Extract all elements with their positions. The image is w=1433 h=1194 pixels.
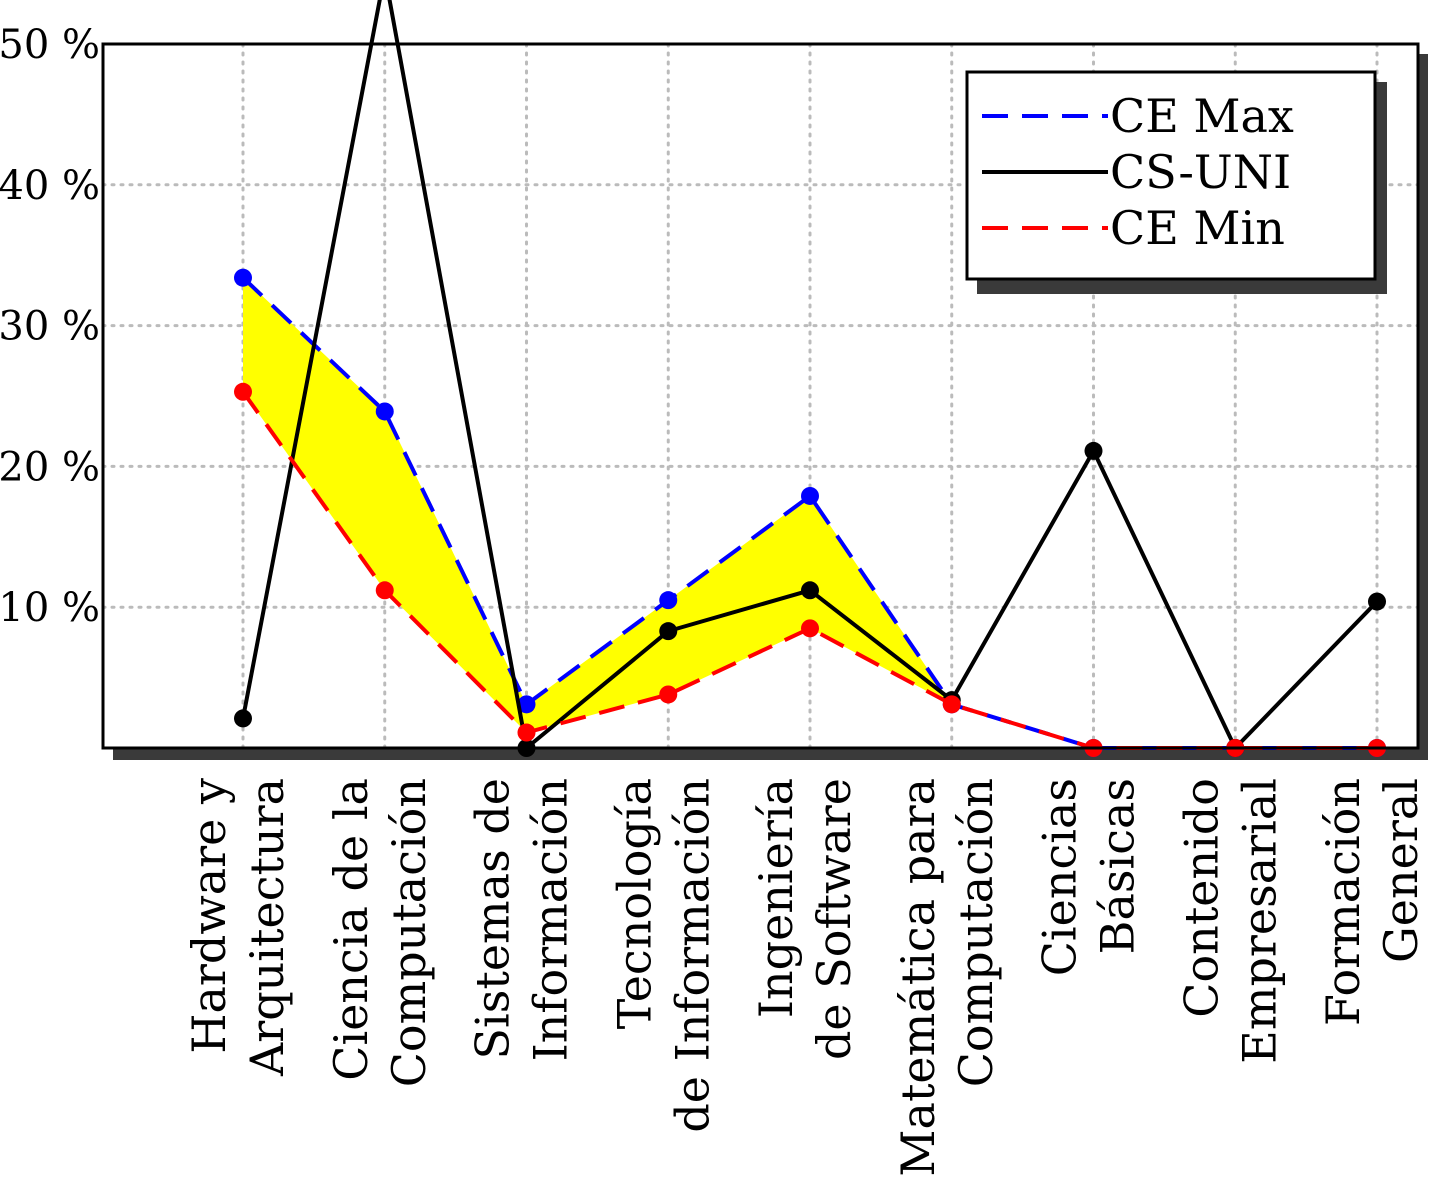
data-point [801,486,819,505]
fill-between-area [243,277,1377,748]
data-point [234,382,252,401]
x-tick-label: Información [524,778,578,1061]
data-point [801,619,819,638]
y-tick-label: 50 % [0,22,100,68]
x-tick-label: Ciencias [1033,778,1087,976]
plot-frame [101,42,1420,750]
legend-label: CE Min [1110,201,1285,255]
x-tick-label: Ciencia de la [324,778,378,1081]
y-axis: 10 % 20 % 30 % 40 % 50 % [0,22,100,631]
data-point [1084,441,1103,460]
x-tick-label: Básicas [1091,778,1145,954]
y-tick-label: 10 % [0,585,100,631]
fill-area [243,277,1377,748]
data-point [517,723,536,742]
x-tick-label: General [1374,778,1428,963]
y-tick-label: 40 % [0,163,100,209]
x-axis: Hardware y Arquitectura Ciencia de la Compu… [182,778,1428,1177]
data-point [659,685,678,704]
x-tick-label: Ingeniería [749,778,803,1018]
x-tick-label: Matemática para [891,778,945,1177]
x-tick-label: de Software [807,778,861,1060]
data-point [517,695,536,714]
x-tick-label: Hardware y [182,778,236,1054]
x-tick-label: Arquitectura [240,778,294,1077]
data-point [659,591,678,610]
x-tick-label: Tecnología [607,778,661,1029]
legend-box [965,70,1377,281]
x-tick-label: Empresarial [1232,778,1286,1064]
data-point [659,622,678,641]
y-tick-label: 20 % [0,444,100,490]
x-tick-label: Computación [382,778,436,1087]
x-tick-label: Formación [1316,778,1370,1026]
data-point [801,581,819,600]
series-ce-min [234,382,1386,757]
x-tick-label: de Información [665,778,719,1133]
data-point [234,268,252,287]
x-tick-label: Sistemas de [466,778,520,1059]
data-point [234,709,252,728]
data-point [1368,592,1386,611]
legend-label: CE Max [1110,89,1294,143]
legend-label: CS-UNI [1110,145,1291,199]
data-point [375,581,394,600]
y-tick-label: 30 % [0,304,100,350]
x-tick-label: Contenido [1174,778,1228,1018]
data-point [375,402,394,421]
x-tick-label: Computación [949,778,1003,1087]
data-point [942,695,961,714]
